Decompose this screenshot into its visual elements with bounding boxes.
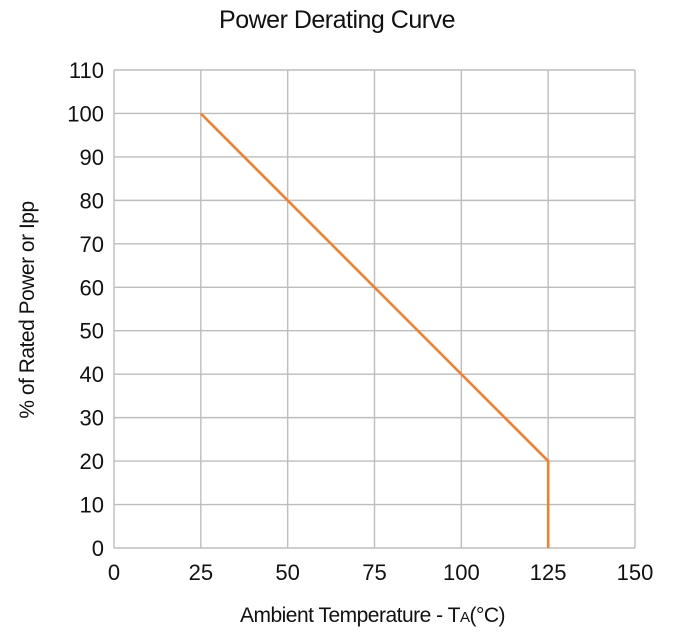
y-tick-label-100: 100 <box>67 101 104 126</box>
x-tick-label-25: 25 <box>189 560 213 585</box>
grid-layer <box>113 69 636 549</box>
series-layer <box>199 112 550 548</box>
y-tick-label-60: 60 <box>80 275 104 300</box>
x-axis-label-main: Ambient Temperature - T <box>239 604 461 627</box>
x-tick-label-50: 50 <box>275 560 299 585</box>
x-axis-label: Ambient Temperature - TA(°C) <box>110 604 635 628</box>
y-tick-label-30: 30 <box>80 406 104 431</box>
y-tick-label-90: 90 <box>80 145 104 170</box>
y-tick-label-80: 80 <box>80 188 104 213</box>
x-tick-label-0: 0 <box>108 560 120 585</box>
x-tick-label-75: 75 <box>362 560 386 585</box>
x-tick-label-100: 100 <box>443 560 480 585</box>
y-tick-label-50: 50 <box>80 319 104 344</box>
y-tick-label-110: 110 <box>69 58 104 83</box>
y-tick-label-0: 0 <box>92 536 104 561</box>
y-tick-label-40: 40 <box>80 362 104 387</box>
tick-label-layer: 0 25 50 75 100 125 150 0 10 20 30 40 50 60 70 80 90 100 11… <box>67 58 653 585</box>
chart-title: Power Derating Curve <box>219 6 455 34</box>
y-tick-label-70: 70 <box>80 232 104 257</box>
x-tick-label-125: 125 <box>530 560 567 585</box>
x-axis-label-subscript: A <box>459 609 470 626</box>
x-axis-label-unit: (°C) <box>469 604 506 627</box>
series-line-0 <box>199 112 550 548</box>
y-tick-label-20: 20 <box>80 449 104 474</box>
x-tick-label-150: 150 <box>617 560 654 585</box>
y-tick-label-10: 10 <box>80 493 104 518</box>
